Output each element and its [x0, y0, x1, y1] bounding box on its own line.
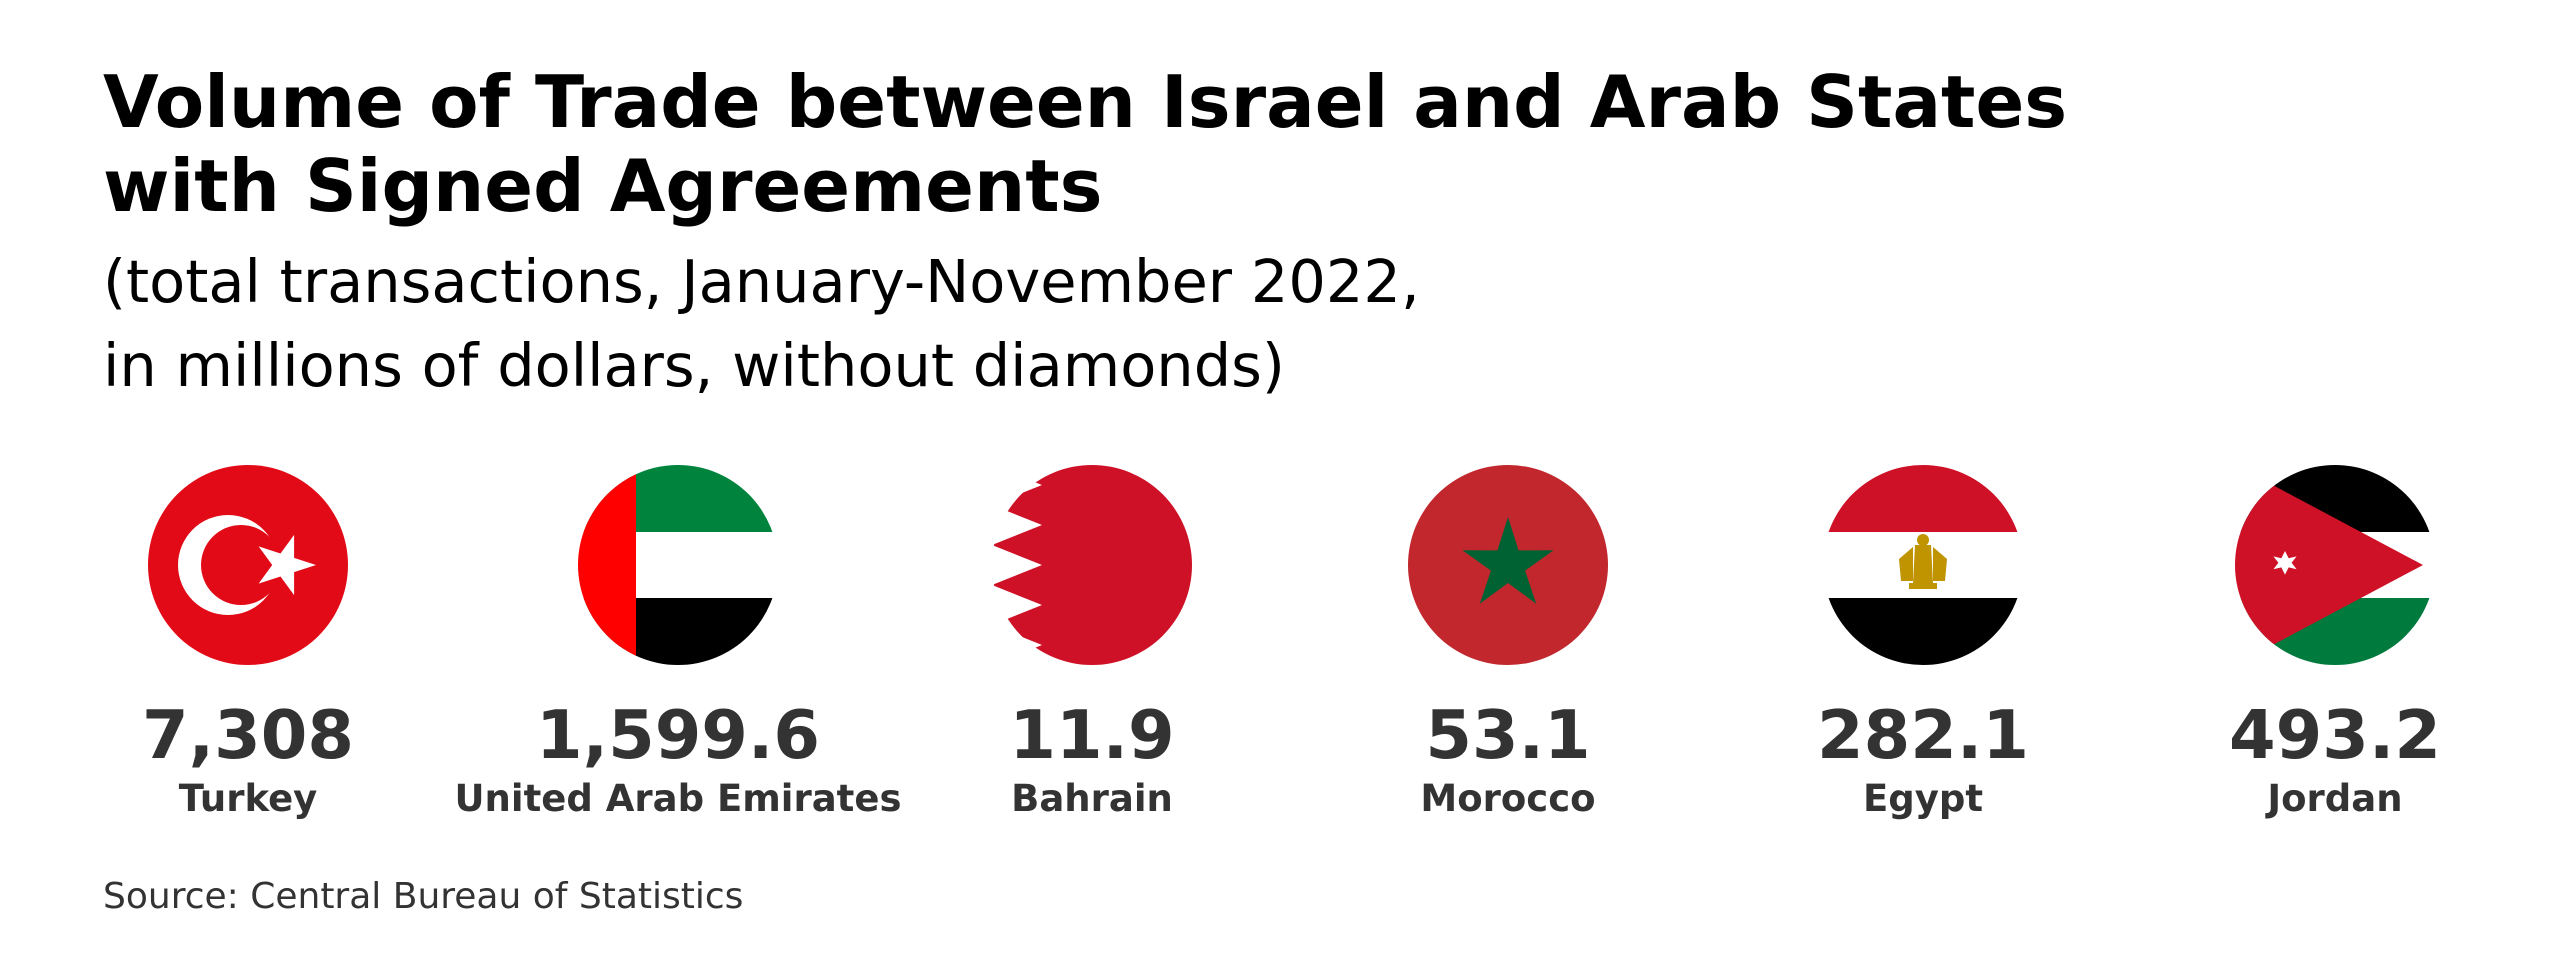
turkey-flag-icon — [148, 465, 348, 665]
chart-title-line-1: Volume of Trade between Israel and Arab … — [103, 60, 2068, 144]
country-item-morocco: 53.1 Morocco — [1278, 465, 1738, 823]
bahrain-label: Bahrain — [1011, 777, 1173, 820]
jordan-value: 493.2 — [2229, 696, 2441, 774]
uae-value: 1,599.6 — [536, 696, 820, 774]
chart-subtitle-line-1: (total transactions, January-November 20… — [103, 247, 1420, 316]
country-item-bahrain: 11.9 Bahrain — [862, 465, 1322, 823]
morocco-label: Morocco — [1420, 777, 1596, 820]
morocco-value: 53.1 — [1425, 696, 1591, 774]
bahrain-flag-icon — [992, 465, 1192, 665]
egypt-value: 282.1 — [1817, 696, 2029, 774]
morocco-flag-icon — [1408, 465, 1608, 665]
egypt-flag-icon — [1823, 465, 2023, 665]
chart-title: Volume of Trade between Israel and Arab … — [103, 60, 2403, 228]
country-item-egypt: 282.1 Egypt — [1693, 465, 2153, 823]
country-item-jordan: 493.2 Jordan — [2105, 465, 2560, 823]
country-item-turkey: 7,308 Turkey — [18, 465, 478, 823]
chart-title-line-2: with Signed Agreements — [103, 144, 1103, 228]
bahrain-value: 11.9 — [1009, 696, 1175, 774]
chart-subtitle-line-2: in millions of dollars, without diamonds… — [103, 331, 1285, 400]
turkey-value: 7,308 — [142, 696, 354, 774]
turkey-label: Turkey — [178, 777, 318, 820]
country-item-uae: 1,599.6 United Arab Emirates — [448, 465, 908, 823]
eagle-of-saladin-icon — [1899, 534, 1947, 589]
jordan-label: Jordan — [2267, 777, 2403, 820]
uae-label: United Arab Emirates — [454, 777, 902, 820]
jordan-flag-icon — [2235, 465, 2435, 665]
chart-subtitle: (total transactions, January-November 20… — [103, 240, 2403, 408]
uae-flag-icon — [578, 465, 778, 665]
egypt-label: Egypt — [1862, 777, 1984, 820]
source-note: Source: Central Bureau of Statistics — [103, 876, 744, 917]
